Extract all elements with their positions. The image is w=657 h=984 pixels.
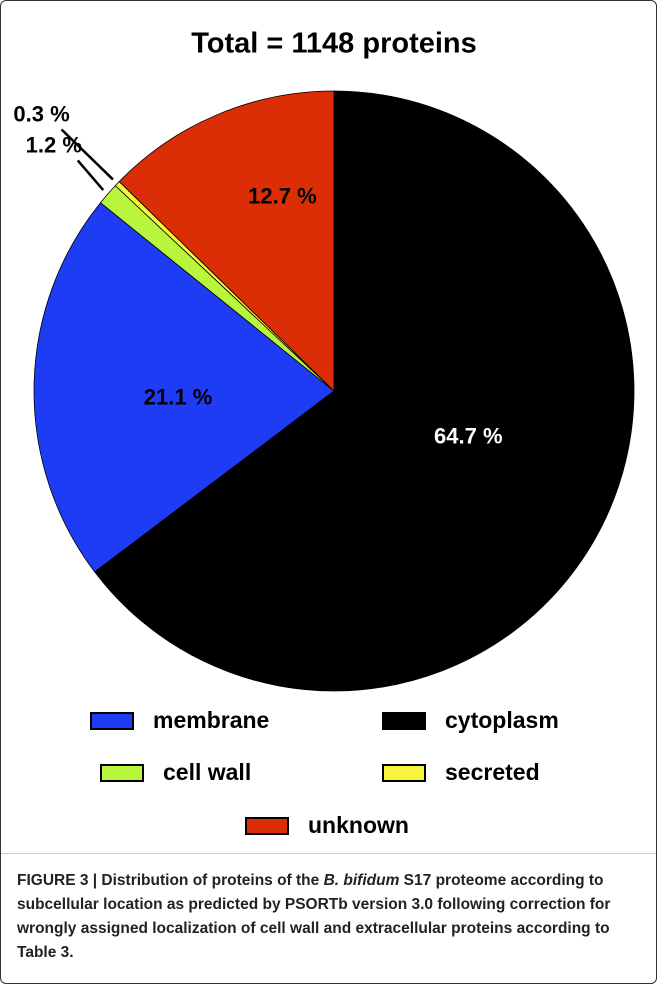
legend-swatch bbox=[382, 764, 426, 782]
pie-slice bbox=[118, 90, 335, 392]
chart-title: Total = 1148 proteins bbox=[191, 28, 477, 60]
legend-swatch bbox=[245, 817, 289, 835]
legend-swatch bbox=[382, 712, 426, 730]
data-label: 1.2 % bbox=[26, 132, 82, 157]
caption-text: FIGURE 3 | Distribution of proteins of t… bbox=[17, 872, 324, 889]
legend-label: secreted bbox=[445, 759, 540, 785]
pie-slice bbox=[94, 90, 635, 692]
data-label: 0.3 % bbox=[13, 101, 69, 126]
legend-swatch bbox=[90, 712, 134, 730]
data-label: 12.7 % bbox=[248, 183, 317, 208]
legend-swatch bbox=[100, 764, 144, 782]
separator bbox=[1, 853, 656, 854]
caption: FIGURE 3 | Distribution of proteins of t… bbox=[17, 869, 642, 965]
caption-italic: B. bifidum bbox=[323, 872, 400, 889]
data-label: 64.7 % bbox=[434, 424, 503, 449]
legend-label: cell wall bbox=[163, 759, 251, 785]
leader-line bbox=[76, 159, 105, 191]
caption-text: S17 proteome according to subcellular lo… bbox=[17, 872, 611, 961]
chart: Total = 1148 proteins 64.7 % 21.1 % 1.2 % 0… bbox=[13, 28, 635, 838]
leader-line bbox=[60, 128, 114, 181]
pie-slice bbox=[33, 202, 335, 573]
legend-label: unknown bbox=[308, 812, 409, 838]
data-label: 21.1 % bbox=[144, 384, 213, 409]
legend-label: cytoplasm bbox=[445, 707, 559, 733]
legend-label: membrane bbox=[153, 707, 269, 733]
